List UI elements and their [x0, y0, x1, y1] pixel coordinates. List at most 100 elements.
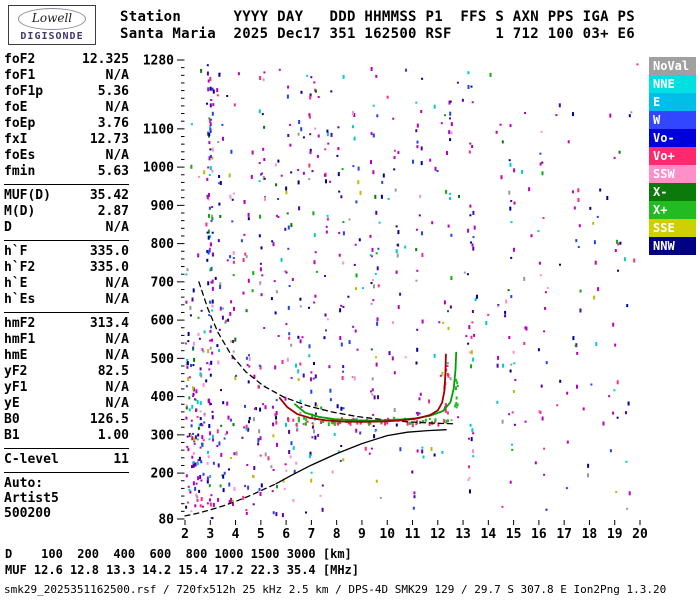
param-row-yE: yE N/A: [4, 396, 129, 412]
param-label: yE: [4, 396, 20, 411]
transmission-curve: [198, 281, 454, 425]
param-label: C-level: [4, 452, 59, 467]
height-tick-label: 900: [151, 199, 175, 214]
height-tick-label: 600: [151, 314, 175, 329]
param-row-fmin: fmin 5.63: [4, 164, 129, 180]
height-tick-label: 800: [151, 237, 175, 252]
param-row-foEs: foEs N/A: [4, 148, 129, 164]
param-label: foEs: [4, 148, 36, 163]
param-footer-line-1: Artist5: [4, 491, 59, 506]
param-value: 3.76: [97, 116, 129, 131]
o-trace: [278, 353, 447, 423]
legend-item-Vo: Vo+: [649, 147, 696, 165]
freq-tick-label: 9: [358, 527, 366, 542]
param-value: N/A: [105, 380, 129, 395]
param-value: N/A: [105, 276, 129, 291]
param-row-hEs: h`Es N/A: [4, 292, 129, 308]
freq-tick-label: 5: [257, 527, 265, 542]
param-row-yF1: yF1 N/A: [4, 380, 129, 396]
param-separator: [4, 472, 129, 473]
height-tick-label: 1100: [143, 122, 174, 137]
param-row-foEp: foEp 3.76: [4, 116, 129, 132]
param-value: 5.36: [97, 84, 129, 99]
freq-tick-label: 18: [582, 527, 598, 542]
param-row-hmF1: hmF1 N/A: [4, 332, 129, 348]
param-row-hE: h`E N/A: [4, 276, 129, 292]
freq-tick-label: 10: [379, 527, 395, 542]
param-value: 335.0: [89, 244, 129, 259]
param-value: 335.0: [89, 260, 129, 275]
param-value: 12.325: [82, 52, 129, 67]
param-label: foEp: [4, 116, 36, 131]
param-value: 313.4: [89, 316, 129, 331]
height-tick-label: 400: [151, 390, 175, 405]
param-row-foF2: foF2 12.325: [4, 52, 129, 68]
param-row-yF2: yF2 82.5: [4, 364, 129, 380]
freq-tick-label: 8: [333, 527, 341, 542]
param-label: fxI: [4, 132, 28, 147]
echo-scatter: [185, 63, 639, 520]
param-value: 1.00: [97, 428, 129, 443]
param-value: 35.42: [89, 188, 129, 203]
freq-tick-label: 12: [430, 527, 446, 542]
param-row-fxI: fxI 12.73: [4, 132, 129, 148]
param-label: yF1: [4, 380, 28, 395]
logo-digisonde-text: DIGISONDE: [20, 31, 84, 42]
lowell-digisonde-logo: Lowell DIGISONDE: [8, 5, 96, 45]
height-tick-label: 1000: [143, 161, 174, 176]
param-row-foE: foE N/A: [4, 100, 129, 116]
param-label: hmF2: [4, 316, 36, 331]
param-value: 82.5: [97, 364, 129, 379]
param-row-foF1p: foF1p 5.36: [4, 84, 129, 100]
param-label: h`E: [4, 276, 28, 291]
param-value: 126.5: [89, 412, 129, 427]
param-label: M(D): [4, 204, 36, 219]
profile-extrapolation: [184, 483, 277, 517]
param-value: 2.87: [97, 204, 129, 219]
height-tick-label: 300: [151, 428, 175, 443]
height-tick-label: 700: [151, 275, 175, 290]
legend-item-NoVal: NoVal: [649, 57, 696, 75]
axes: 80 200 300 400 500 600 700 800 900 1000 1100 1280 2 3…: [143, 54, 648, 543]
height-tick-label: 80: [158, 513, 174, 528]
freq-tick-label: 4: [232, 527, 240, 542]
param-label: foF2: [4, 52, 36, 67]
freq-tick-label: 16: [531, 527, 547, 542]
param-value: N/A: [105, 332, 129, 347]
muf-values-row: MUF 12.6 12.8 13.3 14.2 15.4 17.2 22.3 3…: [5, 563, 360, 577]
status-line: smk29_2025351162500.rsf / 720fx512h 25 k…: [4, 583, 667, 596]
freq-tick-label: 20: [632, 527, 648, 542]
freq-tick-label: 15: [506, 527, 522, 542]
header-column-titles: Station YYYY DAY DDD HHMMSS P1 FFS S AXN…: [120, 9, 635, 25]
param-value: N/A: [105, 348, 129, 363]
param-value: N/A: [105, 220, 129, 235]
legend-item-X: X-: [649, 183, 696, 201]
legend-item-Vo: Vo-: [649, 129, 696, 147]
param-label: foF1: [4, 68, 36, 83]
param-value: N/A: [105, 68, 129, 83]
param-row-B1: B1 1.00: [4, 428, 129, 444]
param-footer-line-2: 500200: [4, 506, 51, 521]
param-value: 12.73: [89, 132, 129, 147]
param-label: h`F: [4, 244, 28, 259]
param-label: D: [4, 220, 12, 235]
freq-tick-label: 6: [282, 527, 290, 542]
param-label: h`F2: [4, 260, 36, 275]
height-tick-label: 500: [151, 352, 175, 367]
param-row-MD: M(D) 2.87: [4, 204, 129, 220]
param-row-D: D N/A: [4, 220, 129, 236]
param-label: h`Es: [4, 292, 36, 307]
muf-distance-row: D 100 200 400 600 800 1000 1500 3000 [km…: [5, 547, 352, 561]
param-label: hmF1: [4, 332, 36, 347]
logo-oval: Lowell: [18, 8, 86, 30]
echo-direction-legend: NoVal NNE E W Vo- Vo+ SSW X- X+ SSE NNW: [649, 57, 696, 255]
legend-item-SSW: SSW: [649, 165, 696, 183]
param-label: B1: [4, 428, 20, 443]
param-label: hmE: [4, 348, 28, 363]
param-label: foE: [4, 100, 28, 115]
param-value: N/A: [105, 292, 129, 307]
freq-tick-label: 13: [455, 527, 471, 542]
freq-tick-label: 3: [206, 527, 214, 542]
param-row-hmF2: hmF2 313.4: [4, 316, 129, 332]
